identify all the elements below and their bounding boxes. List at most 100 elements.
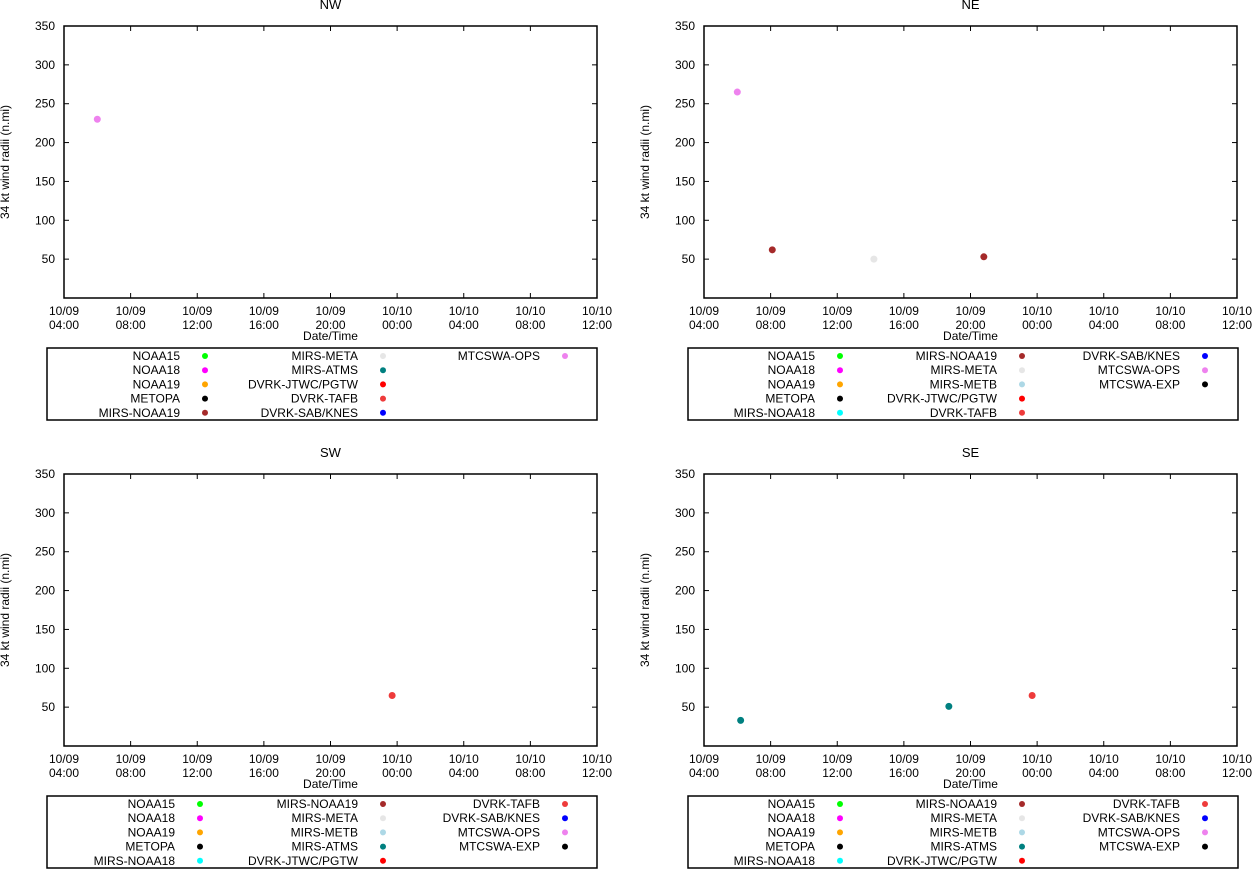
legend-label-mirs-metb: MIRS-METB [291,825,358,839]
legend-label-mirs-meta: MIRS-META [931,811,997,825]
chart-title: NE [961,0,979,12]
legend-label-noaa18: NOAA18 [128,811,176,825]
legend-marker-mtcswa-exp [1202,843,1208,850]
legend-marker-mirs-noaa18 [837,857,843,864]
x-tick-label-date: 10/09 [889,752,919,766]
legend-marker-dvrk-jtwc-pgtw [1019,395,1025,402]
legend-marker-noaa18 [837,367,843,374]
x-tick-label-date: 10/09 [315,752,345,766]
legend-label-mtcswa-ops: MTCSWA-OPS [458,349,540,363]
legend-marker-dvrk-jtwc-pgtw [1019,857,1025,864]
legend-box [687,347,1239,421]
x-tick-label-time: 04:00 [1089,766,1119,780]
legend-label-dvrk-jtwc-pgtw: DVRK-JTWC/PGTW [887,854,998,868]
legend-marker-dvrk-sab-knes [1202,815,1208,822]
y-tick-label: 300 [35,58,55,72]
panel-nw: NW5010015020025030035010/0904:0010/0908:… [0,0,612,421]
legend-marker-dvrk-jtwc-pgtw [380,381,386,388]
legend-label-metopa: METOPA [765,840,815,854]
legend-marker-noaa19 [837,829,843,836]
x-tick-label-date: 10/10 [1022,304,1052,318]
legend-label-mirs-atms: MIRS-ATMS [931,840,997,854]
legend-marker-noaa15 [837,353,843,359]
legend-label-mtcswa-exp: MTCSWA-EXP [1099,840,1180,854]
y-tick-label: 100 [35,213,55,227]
y-tick-label: 350 [35,467,55,481]
chart-title: SE [962,445,980,460]
legend-marker-mtcswa-exp [562,843,568,850]
y-tick-label: 150 [675,174,695,188]
legend-label-mirs-atms: MIRS-ATMS [292,363,358,377]
legend-marker-mtcswa-exp [1202,381,1208,388]
y-axis-label: 34 kt wind radii (n.mi) [638,105,652,219]
y-axis-label: 34 kt wind radii (n.mi) [0,105,12,219]
data-point-dvrk-tafb [388,691,396,699]
legend-marker-mirs-metb [1019,829,1025,836]
legend-marker-mtcswa-ops [562,829,568,836]
chart-title: SW [320,445,342,460]
y-tick-label: 50 [682,252,696,266]
y-tick-label: 50 [682,700,696,714]
panel-se: SE5010015020025030035010/0904:0010/0908:… [638,445,1252,869]
legend-marker-mirs-noaa19 [1019,801,1025,807]
x-tick-label-time: 08:00 [756,318,786,332]
legend-marker-noaa15 [197,801,203,807]
legend-label-mtcswa-ops: MTCSWA-OPS [1098,363,1180,377]
data-point-mtcswa-ops [93,115,101,123]
y-tick-label: 150 [675,622,695,636]
x-tick-label-date: 10/10 [1222,752,1252,766]
legend-label-noaa15: NOAA15 [768,797,816,811]
legend-label-noaa15: NOAA15 [768,349,816,363]
data-point-dvrk-tafb [1028,691,1036,699]
x-tick-label-time: 08:00 [756,766,786,780]
legend-box [687,795,1239,869]
data-point-mirs-noaa19 [768,246,776,254]
x-tick-label-date: 10/10 [1222,304,1252,318]
panel-sw: SW5010015020025030035010/0904:0010/0908:… [0,445,612,869]
legend-label-dvrk-sab-knes: DVRK-SAB/KNES [443,811,540,825]
legend-marker-noaa18 [202,367,208,374]
legend-label-dvrk-sab-knes: DVRK-SAB/KNES [1083,811,1180,825]
legend-box [46,347,598,421]
legend-marker-mtcswa-ops [1202,829,1208,836]
x-tick-label-time: 08:00 [116,766,146,780]
legend-label-mirs-meta: MIRS-META [292,349,358,363]
x-tick-label-time: 16:00 [889,766,919,780]
legend-marker-dvrk-tafb [562,801,568,807]
x-tick-label-time: 20:00 [955,318,985,332]
x-tick-label-time: 04:00 [49,318,79,332]
y-tick-label: 100 [35,661,55,675]
x-tick-label-date: 10/10 [1022,752,1052,766]
legend-label-mirs-noaa19: MIRS-NOAA19 [916,797,998,811]
plot-frame [703,473,1238,747]
legend-marker-noaa19 [837,381,843,388]
x-tick-label-time: 04:00 [689,766,719,780]
x-tick-label-time: 04:00 [689,318,719,332]
legend-label-noaa19: NOAA19 [768,377,816,391]
x-tick-label-date: 10/09 [822,304,852,318]
legend-label-mirs-noaa18: MIRS-NOAA18 [94,854,176,868]
y-tick-label: 300 [675,58,695,72]
x-tick-label-time: 00:00 [1022,318,1052,332]
legend-label-metopa: METOPA [130,392,180,406]
legend-label-noaa19: NOAA19 [768,825,816,839]
legend-label-dvrk-tafb: DVRK-TAFB [473,797,540,811]
legend-marker-metopa [837,395,843,402]
legend-label-noaa18: NOAA18 [768,363,816,377]
data-point-mirs-atms [945,702,953,710]
legend-marker-mirs-noaa18 [837,409,843,416]
x-tick-label-time: 04:00 [449,766,479,780]
legend-marker-mirs-atms [1019,843,1025,850]
plot-frame [63,25,598,299]
legend-marker-noaa18 [197,815,203,822]
legend-marker-mirs-noaa19 [1019,353,1025,359]
x-tick-label-date: 10/09 [116,304,146,318]
x-tick-label-time: 00:00 [382,318,412,332]
legend-label-mirs-noaa18: MIRS-NOAA18 [734,854,816,868]
legend-label-dvrk-tafb: DVRK-TAFB [1113,797,1180,811]
y-tick-label: 350 [675,467,695,481]
x-tick-label-date: 10/09 [756,304,786,318]
legend-marker-noaa18 [837,815,843,822]
legend-marker-noaa19 [202,381,208,388]
